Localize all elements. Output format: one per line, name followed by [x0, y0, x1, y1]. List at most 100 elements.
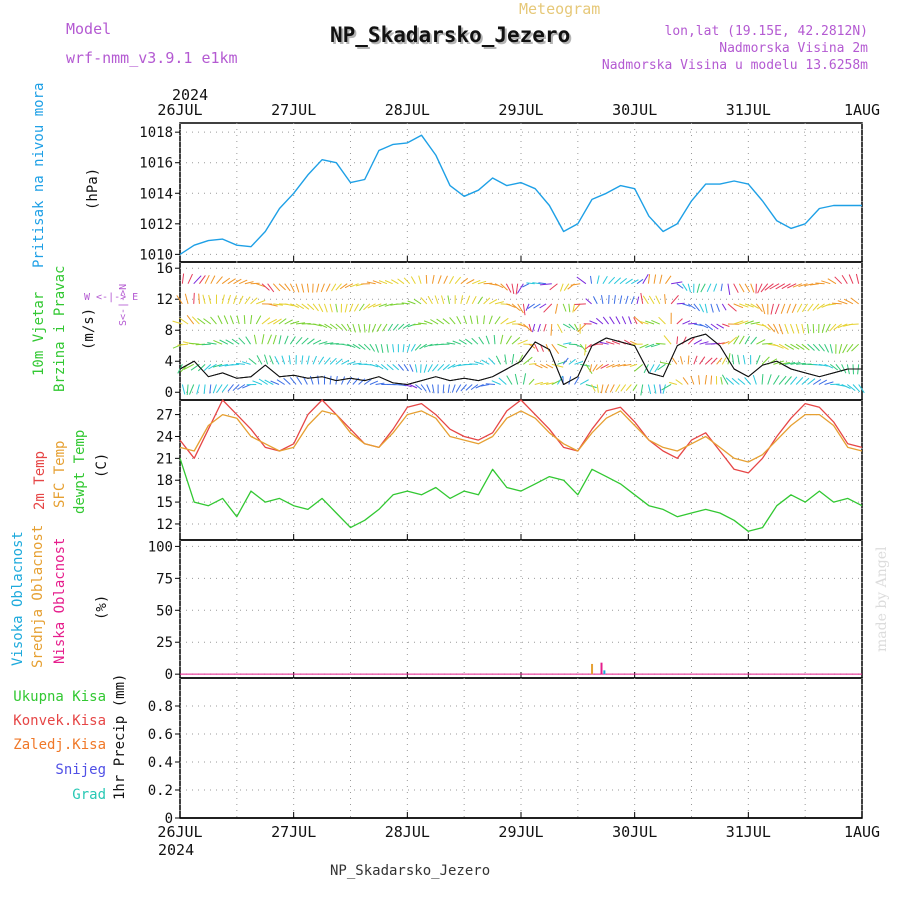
- wind-vector: [210, 275, 216, 284]
- wind-vector: [809, 283, 819, 286]
- wind-vector: [403, 384, 412, 388]
- wind-vector: [750, 283, 755, 293]
- wind-vector: [227, 384, 234, 392]
- wind-vector: [620, 384, 627, 392]
- wind-vector: [230, 363, 240, 366]
- wind-vector: [363, 379, 372, 385]
- wind-vector: [267, 283, 275, 293]
- wind-vector: [647, 384, 652, 395]
- wind-vector: [589, 320, 598, 325]
- wind-vector: [658, 316, 666, 325]
- wind-vector: [549, 283, 558, 291]
- panel-frame-pressure: [179, 122, 863, 263]
- wind-vector: [781, 283, 791, 290]
- top-xtick-label: 27JUL: [271, 101, 316, 119]
- wind-vector: [790, 362, 801, 365]
- wind-vector: [363, 323, 366, 333]
- wind-vector: [267, 303, 278, 307]
- wind-vector: [295, 303, 305, 310]
- wind-vector: [181, 384, 186, 395]
- wind-vector: [613, 277, 622, 285]
- ytick-label: 25: [156, 635, 173, 651]
- wind-vector: [837, 300, 848, 305]
- wind-vector: [372, 303, 382, 308]
- wind-vector: [289, 377, 297, 385]
- wind-vector: [270, 380, 280, 385]
- ytick-label: 4: [165, 354, 173, 370]
- wind-vector: [687, 303, 696, 310]
- wind-vector: [665, 275, 672, 284]
- wind-vector: [807, 323, 810, 334]
- wind-vector: [511, 283, 515, 294]
- wind-vector: [761, 356, 770, 365]
- wind-vector: [233, 278, 242, 285]
- wind-vector: [410, 276, 416, 284]
- temp-2m-ylabel: 2m Temp: [32, 451, 48, 510]
- wind-vector: [466, 295, 471, 305]
- wind-vector: [727, 283, 731, 295]
- wind-vector: [511, 354, 515, 365]
- wind-vector: [420, 384, 427, 392]
- wind-vector: [323, 303, 328, 313]
- precip-snow-ylabel: Snijeg: [55, 762, 106, 778]
- wind-vector: [446, 342, 456, 345]
- wind-vector: [543, 303, 553, 313]
- wind-vector: [516, 283, 524, 294]
- wind-vector: [324, 323, 333, 330]
- wind-vector: [841, 274, 848, 284]
- wind-vector: [596, 384, 599, 393]
- panel-frame-temperature: [179, 399, 863, 541]
- wind-vector: [580, 363, 590, 367]
- wind-vector: [306, 283, 310, 293]
- wind-vector: [654, 364, 661, 373]
- wind-vector: [208, 294, 212, 304]
- wind-vector: [761, 303, 766, 315]
- wind-vector: [301, 337, 309, 345]
- wind-vector: [744, 377, 752, 385]
- wind-vector: [540, 283, 552, 286]
- wind-vector: [477, 296, 484, 305]
- wind-vector: [369, 343, 376, 352]
- wind-vector: [784, 343, 795, 350]
- wind-vector: [183, 363, 194, 370]
- wind-vector: [577, 323, 587, 333]
- wind-vector: [591, 384, 596, 392]
- wind-vector: [256, 283, 266, 288]
- wind-vector: [600, 363, 609, 369]
- wind-vector: [704, 357, 713, 365]
- ytick-label: 0.8: [148, 699, 173, 715]
- wind-vector: [189, 384, 195, 395]
- wind-vector: [372, 280, 382, 285]
- wind-vector: [744, 283, 751, 292]
- temp-sfc-line: [179, 410, 863, 463]
- wind-vector: [855, 273, 860, 284]
- wind-vector: [528, 378, 535, 385]
- wind-vector: [494, 316, 501, 325]
- wind-vector: [848, 323, 859, 326]
- wind-vector: [290, 320, 300, 325]
- wind-vector: [442, 318, 450, 325]
- wind-vector: [447, 363, 456, 370]
- wind-vector: [325, 283, 331, 292]
- wind-vector: [737, 378, 746, 385]
- wind-vector: [469, 315, 473, 325]
- wind-vector: [472, 279, 481, 285]
- bottom-xtick-label: 26JUL: [157, 823, 202, 841]
- wind-vector: [413, 298, 422, 305]
- wind-vector: [212, 363, 223, 368]
- wind-vector: [481, 359, 490, 365]
- wind-vector: [543, 323, 547, 332]
- wind-vector: [427, 295, 433, 305]
- wind-vector: [398, 384, 407, 387]
- wind-vector: [447, 295, 450, 304]
- wind-vector: [397, 364, 404, 371]
- wind-vector: [344, 283, 354, 289]
- wind-vector: [410, 343, 416, 352]
- top-year: 2024: [172, 86, 208, 104]
- wind-vector: [522, 373, 527, 385]
- wind-vector: [430, 319, 439, 325]
- wind-vector: [744, 320, 754, 325]
- wind-vector: [495, 355, 502, 365]
- wind-vector: [843, 298, 854, 305]
- wind-vector: [427, 364, 433, 373]
